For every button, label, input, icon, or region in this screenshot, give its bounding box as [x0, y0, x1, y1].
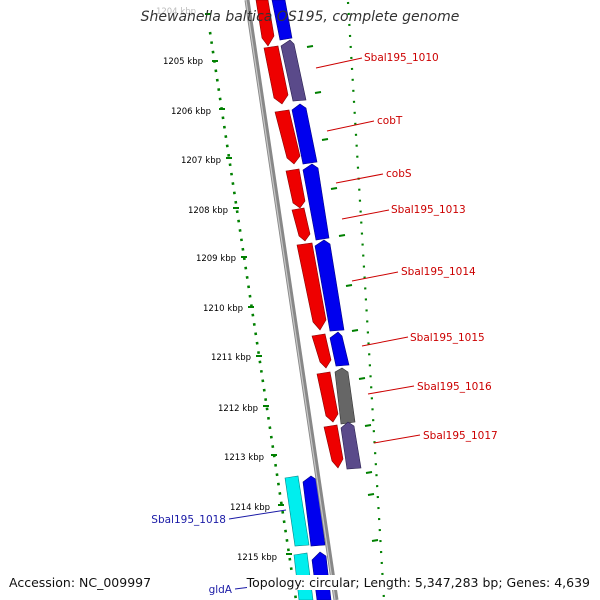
gene-arrow[interactable]	[280, 39, 307, 102]
gene-arrow[interactable]	[323, 424, 344, 469]
kbp-scale: 1204 kbp 1205 kbp 1206 kbp 1207 kbp 1208…	[156, 7, 292, 563]
scale-tick-label: 1215 kbp	[237, 553, 277, 563]
feature-label[interactable]: Sbal195_1018	[151, 514, 226, 526]
leader-line	[351, 271, 399, 282]
scale-tick-label: 1204 kbp	[156, 7, 196, 17]
accession-text: Accession: NC_009997	[9, 575, 152, 590]
gene-arrow[interactable]	[316, 371, 339, 423]
gene-arrow[interactable]	[296, 242, 327, 331]
scale-tick-label: 1208 kbp	[188, 206, 228, 216]
scale-tick-label: 1207 kbp	[181, 156, 221, 166]
leader-line	[367, 385, 415, 395]
leader-line	[341, 209, 390, 220]
outer-scale-ticks	[306, 45, 379, 542]
gene-arrow[interactable]	[263, 45, 289, 105]
feature-label[interactable]: Sbal195_1013	[391, 204, 466, 216]
scale-tick-label: 1213 kbp	[224, 453, 264, 463]
gene-arrow[interactable]	[255, 0, 275, 47]
scale-tick-label: 1212 kbp	[218, 404, 258, 414]
gene-arrow[interactable]	[271, 0, 293, 41]
scale-tick-label: 1209 kbp	[196, 254, 236, 264]
scale-tick-label: 1210 kbp	[203, 304, 243, 314]
feature-label[interactable]: cobS	[386, 168, 412, 180]
feature-label[interactable]: Sbal195_1014	[401, 266, 476, 278]
genome-backbone	[244, 0, 339, 600]
leader-line	[315, 57, 363, 69]
gene-arrow[interactable]	[329, 331, 350, 367]
leader-line	[361, 336, 409, 347]
scale-tick-label: 1211 kbp	[211, 353, 251, 363]
gene-arrow[interactable]	[334, 367, 356, 425]
gene-arrow[interactable]	[302, 163, 330, 241]
scale-tick-label: 1206 kbp	[171, 107, 211, 117]
feature-label[interactable]: Sbal195_1016	[417, 381, 492, 393]
genome-summary-text: Topology: circular; Length: 5,347,283 bp…	[246, 575, 590, 590]
gene-arrow[interactable]	[340, 421, 362, 470]
leader-line	[373, 434, 421, 444]
feature-label[interactable]: cobT	[377, 115, 403, 127]
gene-arrow[interactable]	[291, 207, 311, 242]
gene-arrow[interactable]	[291, 103, 318, 165]
feature-label[interactable]: Sbal195_1015	[410, 332, 485, 344]
leader-line	[326, 120, 375, 132]
feature-label[interactable]: Sbal195_1017	[423, 430, 498, 442]
scale-tick-label: 1205 kbp	[163, 57, 203, 67]
leader-line	[335, 173, 384, 184]
outer-scale-dotted-line	[346, 1, 386, 600]
gene-arrow[interactable]	[314, 239, 345, 332]
feature-label[interactable]: Sbal195_1010	[364, 52, 439, 64]
rna-gene-bar[interactable]	[284, 475, 310, 547]
feature-labels: Sbal195_1010 cobT cobS Sbal195_1013 Sbal…	[151, 52, 497, 596]
map-title: Shewanella baltica OS195, complete genom…	[140, 9, 460, 25]
inner-scale-dotted-line	[208, 31, 298, 600]
gene-arrow[interactable]	[274, 109, 301, 165]
forward-strand-track	[255, 0, 344, 469]
gene-arrow[interactable]	[311, 333, 332, 369]
scale-tick-label: 1214 kbp	[230, 503, 270, 513]
gene-arrow[interactable]	[285, 168, 306, 209]
genome-backbone-highlight	[245, 0, 336, 600]
leader-line	[228, 509, 287, 520]
feature-label[interactable]: gldA	[209, 584, 233, 596]
